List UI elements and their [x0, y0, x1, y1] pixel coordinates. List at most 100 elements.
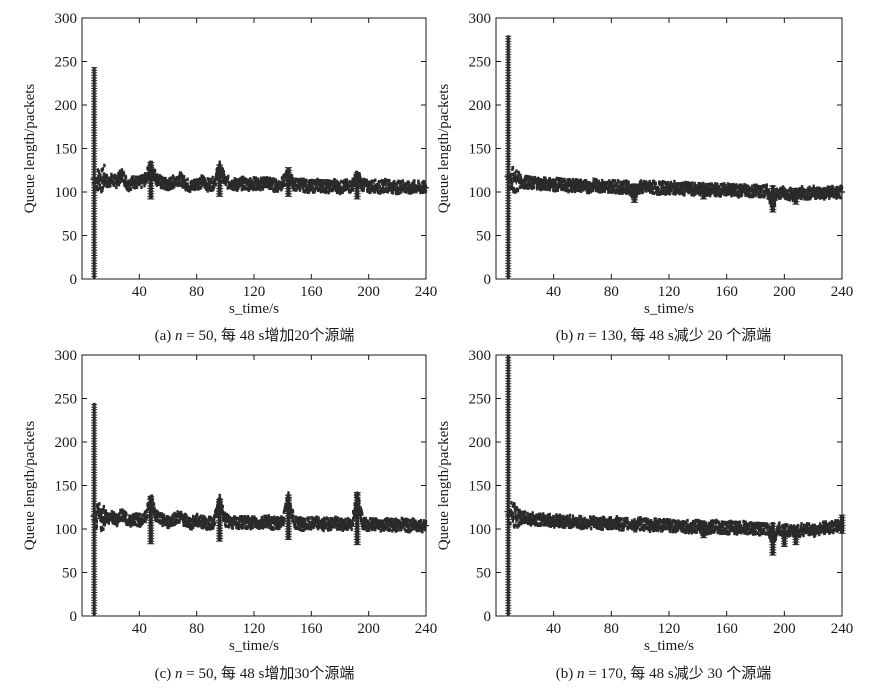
data-mark — [164, 176, 167, 181]
data-mark — [513, 171, 517, 176]
data-mark — [212, 187, 215, 192]
data-mark — [819, 196, 822, 200]
data-mark — [514, 523, 517, 527]
data-mark — [248, 186, 252, 191]
data-point — [107, 513, 114, 520]
data-mark — [118, 512, 121, 516]
data-mark — [122, 514, 126, 519]
data-point — [193, 180, 200, 187]
data-mark — [669, 180, 673, 185]
data-mark — [363, 526, 366, 531]
data-point — [833, 189, 840, 196]
data-mark — [608, 189, 612, 194]
data-mark — [420, 527, 424, 532]
data-mark — [259, 185, 263, 189]
data-mark — [153, 168, 157, 173]
data-mark — [391, 188, 395, 192]
data-mark — [186, 523, 190, 528]
data-mark — [203, 177, 206, 182]
data-mark — [527, 175, 530, 179]
data-mark — [207, 517, 210, 522]
data-mark — [227, 514, 230, 519]
data-mark — [682, 184, 685, 188]
data-mark — [778, 196, 781, 200]
data-point — [798, 189, 805, 196]
data-mark — [202, 514, 205, 519]
data-mark — [569, 188, 572, 193]
data-mark — [732, 182, 735, 187]
plot-area-c — [81, 354, 427, 617]
data-mark — [239, 183, 243, 187]
data-mark — [186, 182, 189, 187]
data-mark — [107, 521, 111, 525]
data-mark — [300, 528, 303, 532]
data-point — [567, 182, 574, 189]
data-point — [405, 185, 412, 192]
data-mark — [182, 520, 186, 525]
data-mark — [326, 517, 329, 521]
data-mark — [167, 186, 171, 191]
data-point — [417, 522, 424, 529]
data-mark — [338, 181, 341, 186]
data-mark — [267, 514, 271, 518]
x-tick-label-a: 160 — [300, 284, 323, 300]
data-mark — [567, 189, 570, 194]
data-point — [210, 519, 217, 526]
data-mark — [628, 192, 631, 196]
data-mark — [260, 176, 264, 181]
data-mark — [393, 179, 396, 184]
data-point — [296, 181, 303, 188]
data-mark — [334, 515, 337, 520]
data-mark — [301, 179, 304, 184]
data-mark — [312, 178, 315, 183]
data-mark — [673, 179, 676, 184]
data-point — [723, 186, 730, 193]
data-mark — [206, 189, 209, 193]
data-mark — [515, 169, 518, 173]
data-mark — [305, 179, 308, 183]
data-mark — [658, 192, 661, 196]
data-mark — [218, 493, 221, 498]
data-mark — [692, 185, 695, 190]
data-point — [228, 180, 235, 187]
data-mark — [519, 173, 522, 178]
data-point — [193, 517, 200, 524]
data-mark — [191, 186, 195, 191]
data-point — [666, 185, 672, 192]
data-mark — [529, 175, 533, 180]
data-mark — [788, 197, 792, 202]
data-mark — [116, 175, 120, 179]
data-mark — [623, 181, 626, 185]
data-point — [325, 183, 332, 190]
data-mark — [584, 182, 588, 186]
data-mark — [302, 520, 306, 525]
y-tick-label-c: 150 — [55, 479, 78, 495]
data-mark — [161, 183, 165, 188]
data-mark — [592, 177, 595, 182]
data-mark — [352, 517, 355, 522]
data-point — [348, 183, 355, 190]
data-point — [319, 182, 326, 189]
data-mark — [226, 176, 229, 181]
data-mark — [248, 180, 251, 185]
data-mark — [296, 520, 299, 524]
data-point — [182, 180, 189, 187]
data-mark — [155, 509, 158, 513]
data-mark — [812, 184, 815, 189]
data-mark — [103, 520, 106, 525]
data-point — [239, 180, 246, 187]
data-mark — [535, 513, 539, 518]
data-mark — [666, 188, 669, 192]
data-mark — [587, 190, 590, 195]
x-tick-label-a: 200 — [357, 284, 380, 300]
data-mark — [548, 180, 551, 185]
y-tick-label-b: 200 — [469, 98, 492, 114]
data-mark — [382, 519, 385, 524]
data-point — [268, 181, 275, 188]
data-point — [337, 184, 343, 191]
data-mark — [555, 523, 558, 527]
data-mark — [160, 178, 163, 182]
data-mark — [111, 174, 114, 179]
data-mark — [390, 517, 394, 522]
data-point — [689, 186, 696, 193]
